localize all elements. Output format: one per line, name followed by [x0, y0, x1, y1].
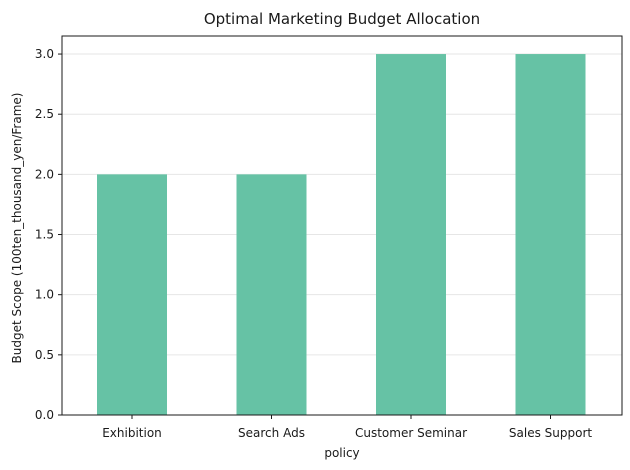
y-tick-label: 0.0 — [35, 408, 54, 422]
y-axis-ticks: 0.0 0.5 1.0 1.5 2.0 2.5 3.0 — [35, 47, 62, 422]
x-axis-ticks: Exhibition Search Ads Customer Seminar Sale… — [102, 415, 592, 440]
x-axis-label: policy — [324, 446, 359, 460]
plot-area-frame — [61, 35, 623, 416]
y-axis-label: Budget Scope (100ten_thousand_yen/Frame) — [10, 93, 24, 364]
y-tick-label: 0.5 — [35, 348, 54, 362]
bar-search-ads — [236, 174, 307, 415]
bar-sales-support — [515, 54, 586, 416]
x-tick-label: Search Ads — [238, 426, 305, 440]
x-tick-label: Exhibition — [102, 426, 162, 440]
x-tick-label: Sales Support — [509, 426, 592, 440]
chart-title: Optimal Marketing Budget Allocation — [204, 10, 480, 28]
x-tick-label: Customer Seminar — [355, 426, 467, 440]
y-tick-label: 2.0 — [35, 167, 54, 181]
y-tick-label: 3.0 — [35, 47, 54, 61]
y-tick-label: 1.5 — [35, 228, 54, 242]
y-tick-label: 1.0 — [35, 288, 54, 302]
bars — [97, 54, 586, 416]
bar-exhibition — [97, 174, 167, 415]
bar-customer-seminar — [376, 54, 446, 416]
y-tick-label: 2.5 — [35, 107, 54, 121]
